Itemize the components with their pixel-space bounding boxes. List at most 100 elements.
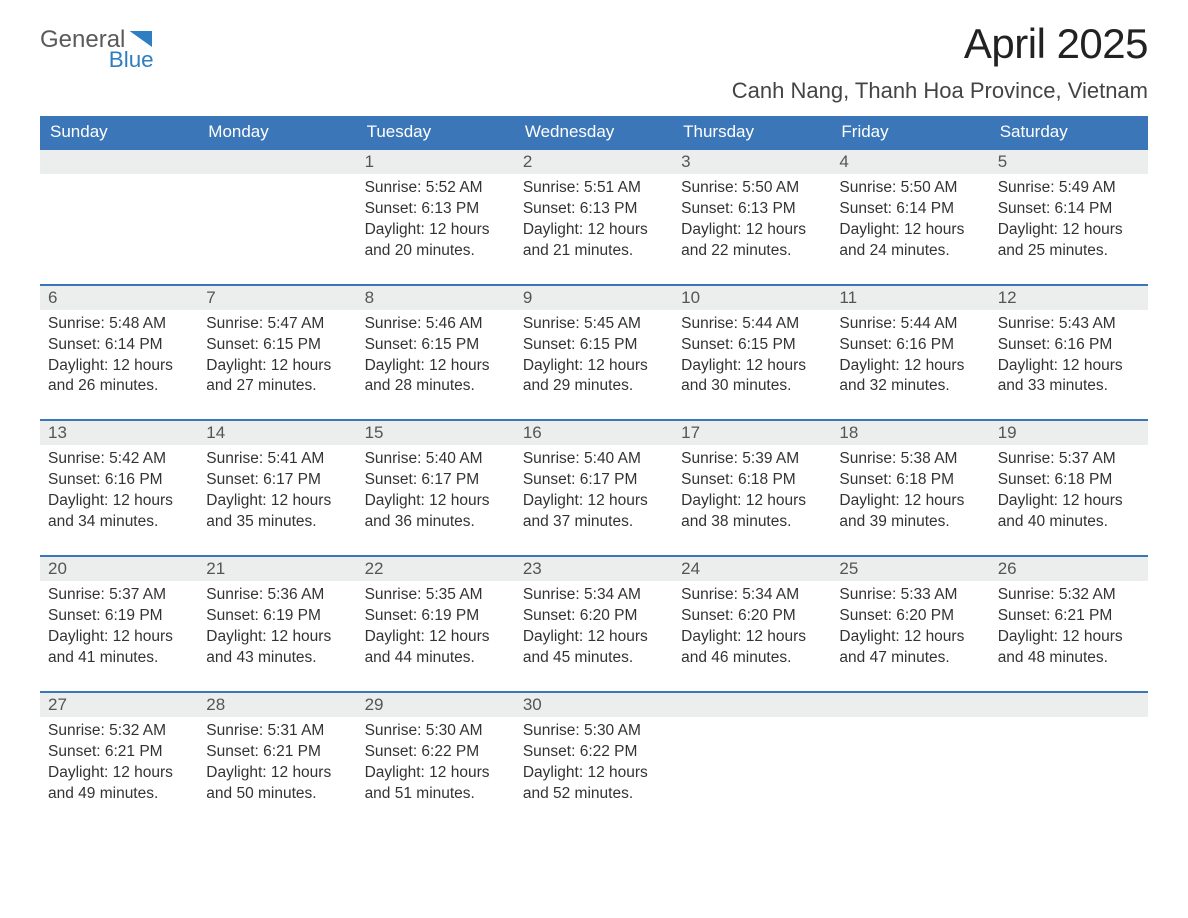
day-number: 13 (40, 421, 198, 445)
sunset-line: Sunset: 6:18 PM (998, 470, 1140, 491)
sunrise-line: Sunrise: 5:50 AM (839, 178, 981, 199)
sunset-line: Sunset: 6:13 PM (523, 199, 665, 220)
calendar-day-cell (990, 692, 1148, 827)
day-details: Sunrise: 5:37 AMSunset: 6:18 PMDaylight:… (990, 445, 1148, 555)
weekday-header-row: Sunday Monday Tuesday Wednesday Thursday… (40, 116, 1148, 149)
calendar-day-cell: 28Sunrise: 5:31 AMSunset: 6:21 PMDayligh… (198, 692, 356, 827)
day-details: Sunrise: 5:38 AMSunset: 6:18 PMDaylight:… (831, 445, 989, 555)
sunrise-line: Sunrise: 5:44 AM (681, 314, 823, 335)
weekday-header: Saturday (990, 116, 1148, 149)
day-details: Sunrise: 5:52 AMSunset: 6:13 PMDaylight:… (357, 174, 515, 284)
sunrise-line: Sunrise: 5:30 AM (365, 721, 507, 742)
day-number (40, 150, 198, 174)
calendar-day-cell: 9Sunrise: 5:45 AMSunset: 6:15 PMDaylight… (515, 285, 673, 421)
daylight-line: Daylight: 12 hours and 50 minutes. (206, 763, 348, 805)
day-details: Sunrise: 5:40 AMSunset: 6:17 PMDaylight:… (357, 445, 515, 555)
day-number: 12 (990, 286, 1148, 310)
day-number (990, 693, 1148, 717)
sunrise-line: Sunrise: 5:33 AM (839, 585, 981, 606)
day-details: Sunrise: 5:43 AMSunset: 6:16 PMDaylight:… (990, 310, 1148, 420)
calendar-day-cell: 25Sunrise: 5:33 AMSunset: 6:20 PMDayligh… (831, 556, 989, 692)
calendar-day-cell: 22Sunrise: 5:35 AMSunset: 6:19 PMDayligh… (357, 556, 515, 692)
brand-logo: General Blue (40, 20, 200, 74)
calendar-day-cell: 30Sunrise: 5:30 AMSunset: 6:22 PMDayligh… (515, 692, 673, 827)
calendar-day-cell: 20Sunrise: 5:37 AMSunset: 6:19 PMDayligh… (40, 556, 198, 692)
daylight-line: Daylight: 12 hours and 24 minutes. (839, 220, 981, 262)
day-details (40, 174, 198, 274)
day-number: 8 (357, 286, 515, 310)
day-details: Sunrise: 5:48 AMSunset: 6:14 PMDaylight:… (40, 310, 198, 420)
day-number: 27 (40, 693, 198, 717)
calendar-day-cell: 8Sunrise: 5:46 AMSunset: 6:15 PMDaylight… (357, 285, 515, 421)
sunset-line: Sunset: 6:14 PM (839, 199, 981, 220)
weekday-header: Sunday (40, 116, 198, 149)
sunrise-line: Sunrise: 5:41 AM (206, 449, 348, 470)
calendar-day-cell: 15Sunrise: 5:40 AMSunset: 6:17 PMDayligh… (357, 420, 515, 556)
sunset-line: Sunset: 6:21 PM (206, 742, 348, 763)
calendar-day-cell: 13Sunrise: 5:42 AMSunset: 6:16 PMDayligh… (40, 420, 198, 556)
sunset-line: Sunset: 6:13 PM (365, 199, 507, 220)
sunset-line: Sunset: 6:17 PM (365, 470, 507, 491)
calendar-day-cell (831, 692, 989, 827)
calendar-day-cell: 16Sunrise: 5:40 AMSunset: 6:17 PMDayligh… (515, 420, 673, 556)
day-number: 21 (198, 557, 356, 581)
day-details: Sunrise: 5:40 AMSunset: 6:17 PMDaylight:… (515, 445, 673, 555)
day-number (831, 693, 989, 717)
sunset-line: Sunset: 6:17 PM (523, 470, 665, 491)
day-details: Sunrise: 5:46 AMSunset: 6:15 PMDaylight:… (357, 310, 515, 420)
day-number: 3 (673, 150, 831, 174)
sunrise-line: Sunrise: 5:37 AM (48, 585, 190, 606)
daylight-line: Daylight: 12 hours and 21 minutes. (523, 220, 665, 262)
daylight-line: Daylight: 12 hours and 45 minutes. (523, 627, 665, 669)
calendar-day-cell (673, 692, 831, 827)
daylight-line: Daylight: 12 hours and 35 minutes. (206, 491, 348, 533)
weekday-header: Monday (198, 116, 356, 149)
day-details: Sunrise: 5:30 AMSunset: 6:22 PMDaylight:… (357, 717, 515, 827)
calendar-day-cell: 10Sunrise: 5:44 AMSunset: 6:15 PMDayligh… (673, 285, 831, 421)
sunrise-line: Sunrise: 5:35 AM (365, 585, 507, 606)
daylight-line: Daylight: 12 hours and 26 minutes. (48, 356, 190, 398)
sunset-line: Sunset: 6:13 PM (681, 199, 823, 220)
day-number: 4 (831, 150, 989, 174)
day-number: 2 (515, 150, 673, 174)
day-details: Sunrise: 5:39 AMSunset: 6:18 PMDaylight:… (673, 445, 831, 555)
day-details: Sunrise: 5:32 AMSunset: 6:21 PMDaylight:… (990, 581, 1148, 691)
day-number (198, 150, 356, 174)
day-number: 15 (357, 421, 515, 445)
calendar-day-cell: 6Sunrise: 5:48 AMSunset: 6:14 PMDaylight… (40, 285, 198, 421)
day-details: Sunrise: 5:37 AMSunset: 6:19 PMDaylight:… (40, 581, 198, 691)
calendar-day-cell (198, 149, 356, 285)
day-details (831, 717, 989, 817)
daylight-line: Daylight: 12 hours and 29 minutes. (523, 356, 665, 398)
sunrise-line: Sunrise: 5:34 AM (681, 585, 823, 606)
sunset-line: Sunset: 6:16 PM (48, 470, 190, 491)
sunrise-line: Sunrise: 5:51 AM (523, 178, 665, 199)
sunset-line: Sunset: 6:17 PM (206, 470, 348, 491)
day-details: Sunrise: 5:44 AMSunset: 6:15 PMDaylight:… (673, 310, 831, 420)
sunrise-line: Sunrise: 5:45 AM (523, 314, 665, 335)
sunset-line: Sunset: 6:14 PM (48, 335, 190, 356)
daylight-line: Daylight: 12 hours and 38 minutes. (681, 491, 823, 533)
sunrise-line: Sunrise: 5:50 AM (681, 178, 823, 199)
day-details: Sunrise: 5:41 AMSunset: 6:17 PMDaylight:… (198, 445, 356, 555)
weekday-header: Friday (831, 116, 989, 149)
daylight-line: Daylight: 12 hours and 41 minutes. (48, 627, 190, 669)
location-text: Canh Nang, Thanh Hoa Province, Vietnam (40, 78, 1148, 104)
day-details: Sunrise: 5:35 AMSunset: 6:19 PMDaylight:… (357, 581, 515, 691)
sunrise-line: Sunrise: 5:40 AM (365, 449, 507, 470)
day-number: 30 (515, 693, 673, 717)
sunset-line: Sunset: 6:22 PM (365, 742, 507, 763)
daylight-line: Daylight: 12 hours and 20 minutes. (365, 220, 507, 262)
calendar-day-cell: 12Sunrise: 5:43 AMSunset: 6:16 PMDayligh… (990, 285, 1148, 421)
daylight-line: Daylight: 12 hours and 25 minutes. (998, 220, 1140, 262)
calendar-day-cell: 26Sunrise: 5:32 AMSunset: 6:21 PMDayligh… (990, 556, 1148, 692)
calendar-day-cell: 14Sunrise: 5:41 AMSunset: 6:17 PMDayligh… (198, 420, 356, 556)
sunset-line: Sunset: 6:18 PM (681, 470, 823, 491)
day-details: Sunrise: 5:49 AMSunset: 6:14 PMDaylight:… (990, 174, 1148, 284)
calendar-week-row: 20Sunrise: 5:37 AMSunset: 6:19 PMDayligh… (40, 556, 1148, 692)
daylight-line: Daylight: 12 hours and 48 minutes. (998, 627, 1140, 669)
calendar-day-cell: 19Sunrise: 5:37 AMSunset: 6:18 PMDayligh… (990, 420, 1148, 556)
sunrise-line: Sunrise: 5:37 AM (998, 449, 1140, 470)
sunset-line: Sunset: 6:19 PM (48, 606, 190, 627)
day-details: Sunrise: 5:47 AMSunset: 6:15 PMDaylight:… (198, 310, 356, 420)
